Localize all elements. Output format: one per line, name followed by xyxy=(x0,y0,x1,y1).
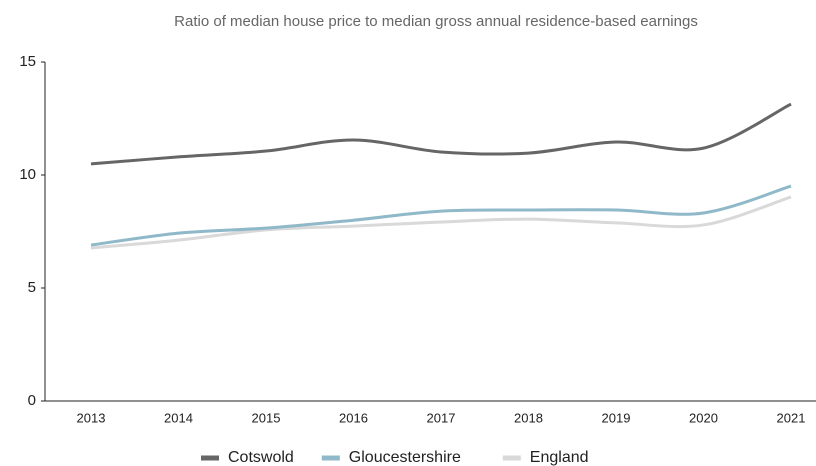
x-tick-label: 2013 xyxy=(77,410,106,425)
x-tick-label: 2014 xyxy=(164,410,193,425)
line xyxy=(90,102,792,166)
x-tick-label: 2019 xyxy=(602,410,631,425)
x-tick-label: 2018 xyxy=(514,410,543,425)
y-tick-label: 0 xyxy=(28,392,36,409)
legend-label: Gloucestershire xyxy=(349,449,461,466)
legend-label: Cotswold xyxy=(228,449,294,466)
y-tick-label: 5 xyxy=(28,279,36,296)
x-tick-label: 2016 xyxy=(339,410,368,425)
x-tick-label: 2021 xyxy=(777,410,806,425)
y-tick-label: 15 xyxy=(19,53,36,70)
x-tick-label: 2020 xyxy=(689,410,718,425)
line xyxy=(90,184,792,247)
y-tick-label: 10 xyxy=(19,166,36,183)
x-tick-label: 2017 xyxy=(427,410,456,425)
x-tick-label: 2015 xyxy=(252,410,281,425)
chart-title: Ratio of median house price to median gr… xyxy=(174,13,698,30)
legend-label: England xyxy=(530,449,589,466)
line xyxy=(90,195,792,250)
